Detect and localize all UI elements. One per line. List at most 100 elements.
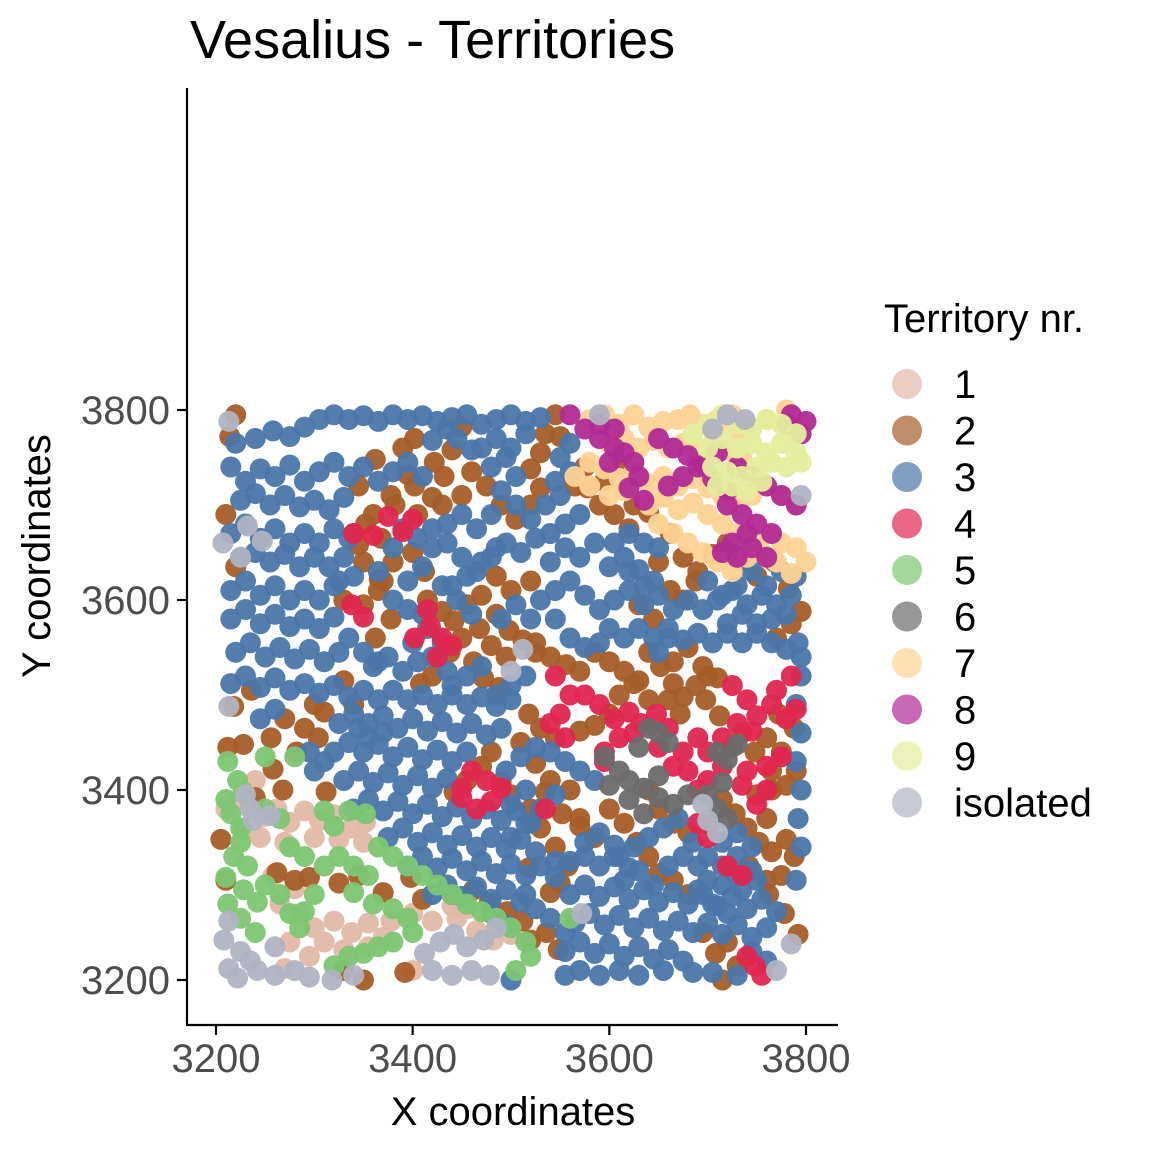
data-point [402, 508, 424, 530]
data-point [569, 960, 591, 981]
data-point [244, 922, 266, 943]
data-point [554, 727, 576, 749]
data-point [323, 451, 345, 473]
y-tick-label: 3200 [81, 959, 170, 1003]
data-point [343, 565, 365, 587]
data-point [770, 746, 792, 768]
data-point [218, 410, 240, 432]
data-point [372, 722, 394, 744]
data-point [249, 827, 271, 848]
data-point [711, 771, 733, 793]
legend-key [892, 369, 922, 399]
data-point [756, 575, 778, 597]
data-point [505, 466, 527, 487]
data-point [235, 599, 256, 620]
data-point [780, 584, 802, 606]
legend-key [892, 601, 922, 632]
data-point [495, 760, 517, 782]
data-point [485, 537, 507, 559]
data-point [279, 454, 301, 476]
data-point [490, 717, 512, 739]
data-point [790, 646, 812, 668]
legend-label: 8 [954, 689, 976, 733]
data-point [707, 475, 728, 497]
data-point [628, 736, 650, 758]
data-point [212, 532, 234, 554]
data-point [623, 673, 645, 695]
data-point [505, 594, 527, 616]
data-point [603, 418, 625, 440]
data-point [446, 589, 468, 611]
data-point [416, 599, 438, 620]
legend-label: isolated [954, 782, 1092, 826]
data-point [515, 423, 537, 445]
data-point [589, 822, 610, 844]
data-point [264, 667, 286, 689]
data-point [579, 475, 601, 497]
data-point [598, 933, 620, 955]
data-point [726, 733, 748, 755]
legend-key [892, 555, 922, 585]
data-point [544, 470, 566, 492]
data-point [436, 513, 458, 535]
data-point [657, 627, 679, 649]
data-point [500, 793, 522, 815]
data-point [734, 409, 756, 430]
data-point [702, 961, 724, 983]
data-point [313, 800, 335, 822]
data-point [323, 606, 345, 628]
data-point [697, 912, 719, 934]
data-point [387, 790, 409, 812]
data-point [397, 451, 419, 473]
data-point [515, 812, 537, 834]
data-point [485, 565, 507, 587]
data-point [294, 846, 315, 867]
data-point [367, 561, 389, 582]
data-point [421, 960, 443, 981]
data-point [426, 739, 448, 761]
legend-label: 6 [954, 596, 976, 640]
data-point [530, 407, 551, 429]
data-point [584, 532, 606, 554]
data-point [364, 627, 386, 649]
legend-label: 3 [954, 456, 976, 500]
y-tick-label: 3600 [81, 579, 170, 623]
data-point [404, 627, 426, 649]
data-point [264, 936, 286, 958]
data-point [367, 651, 389, 673]
data-point [237, 515, 258, 537]
data-point [569, 546, 591, 568]
y-tick-label: 3800 [81, 389, 170, 433]
data-point [443, 610, 465, 632]
data-point [726, 713, 748, 734]
data-point [530, 442, 551, 464]
data-point [397, 736, 419, 758]
legend-label: 9 [954, 735, 976, 779]
data-point [544, 608, 566, 630]
data-point [785, 698, 807, 720]
data-point [235, 570, 256, 592]
data-point [780, 933, 802, 955]
data-point [235, 665, 256, 687]
data-point [355, 803, 376, 825]
data-point [628, 936, 650, 958]
data-point [456, 565, 478, 587]
data-point [525, 527, 547, 549]
data-point [264, 575, 286, 597]
data-point [787, 808, 809, 829]
data-point [539, 551, 561, 573]
data-point [227, 967, 249, 989]
data-point [790, 485, 812, 506]
data-point [571, 903, 593, 924]
x-tick-label: 3200 [172, 1037, 261, 1081]
data-point [446, 428, 468, 449]
data-point [259, 805, 281, 827]
data-point [559, 404, 581, 426]
data-point [751, 888, 773, 910]
data-point [682, 492, 704, 514]
data-point [298, 638, 320, 660]
data-point [362, 524, 384, 546]
data-point [284, 746, 306, 768]
data-point [608, 904, 630, 926]
data-point [315, 781, 337, 803]
